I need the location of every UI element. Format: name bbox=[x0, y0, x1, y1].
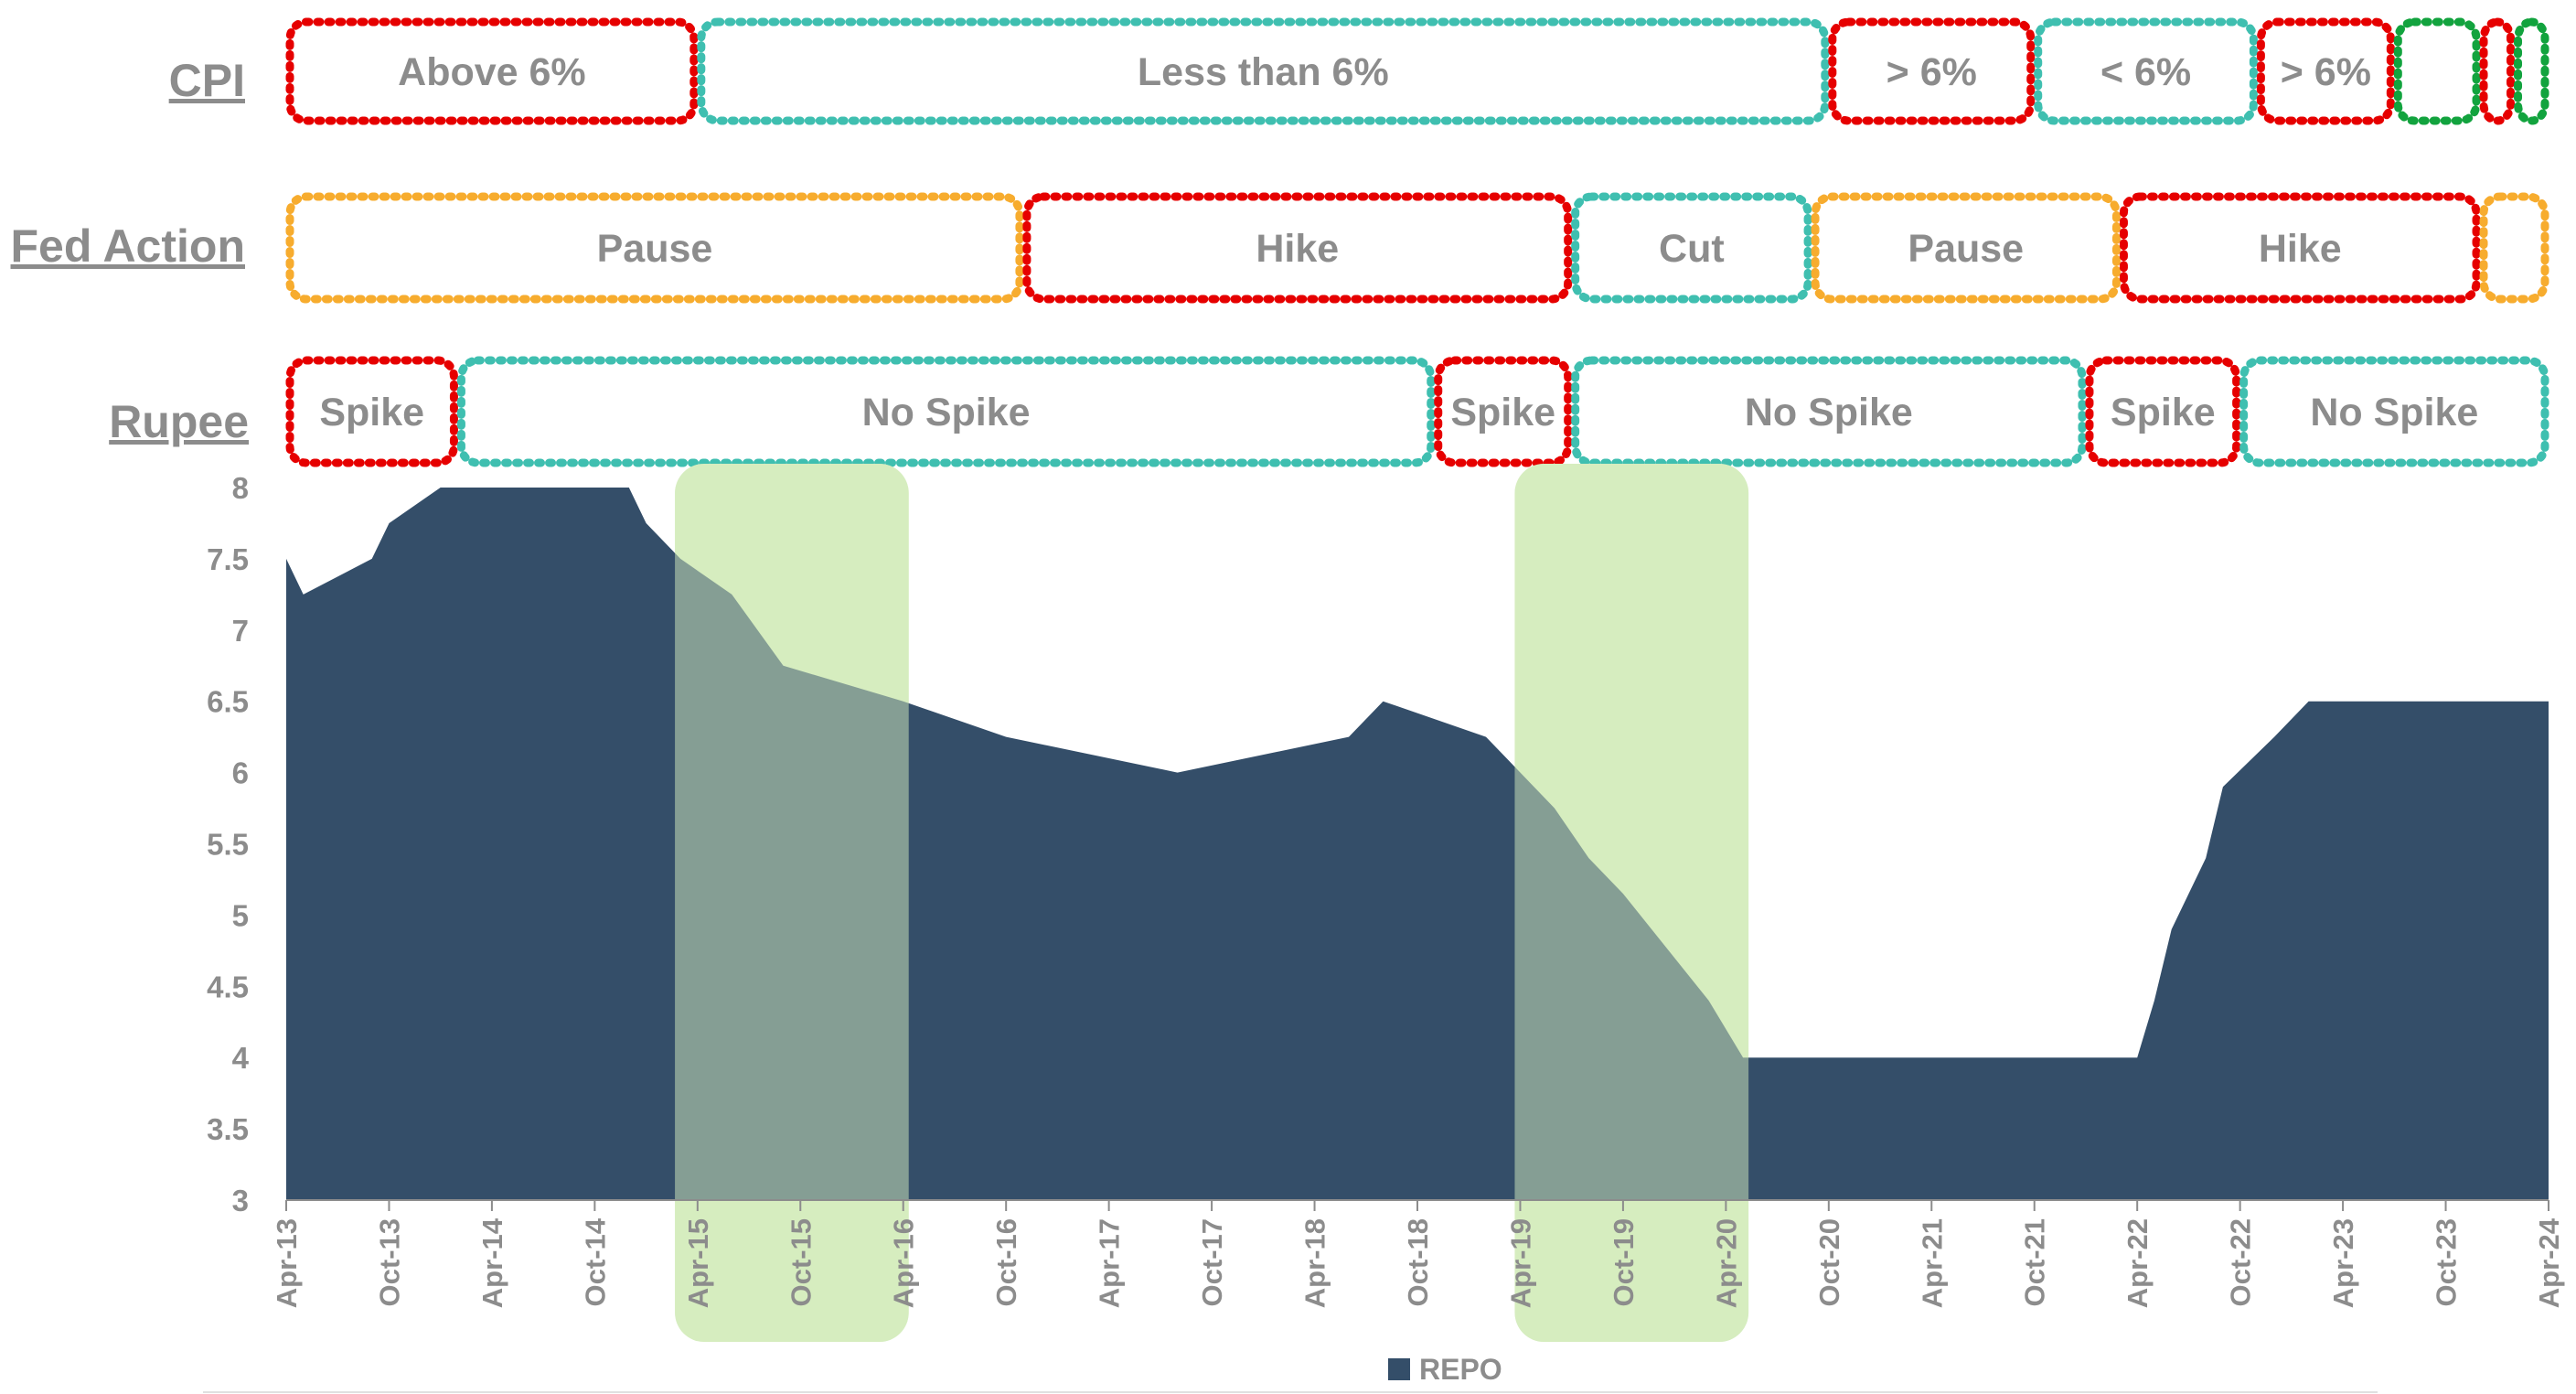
highlight-overlay bbox=[1514, 464, 1749, 1342]
segment-box bbox=[2119, 192, 2481, 304]
segment-label: < 6% bbox=[2100, 50, 2191, 94]
x-tick-label: Oct-23 bbox=[2431, 1218, 2463, 1306]
x-tick-label: Apr-15 bbox=[682, 1218, 714, 1308]
x-tick-label: Oct-22 bbox=[2225, 1218, 2257, 1306]
segment-label: Pause bbox=[597, 227, 713, 271]
row-label: Fed Action bbox=[11, 220, 245, 272]
segment-box bbox=[2479, 192, 2549, 304]
segment-box bbox=[2256, 17, 2395, 125]
x-tick-label: Apr-20 bbox=[1710, 1218, 1742, 1308]
y-tick-label: 5.5 bbox=[207, 828, 249, 862]
x-tick-label: Oct-17 bbox=[1196, 1218, 1228, 1306]
legend: REPO bbox=[1388, 1353, 1502, 1386]
highlight-overlay bbox=[675, 464, 909, 1342]
y-tick-label: 4.5 bbox=[207, 970, 249, 1003]
y-tick-label: 7 bbox=[232, 614, 249, 648]
legend-label: REPO bbox=[1419, 1353, 1502, 1386]
segment-box bbox=[456, 356, 1436, 467]
segment-label: Spike bbox=[2111, 391, 2216, 434]
segment-label: Above 6% bbox=[398, 50, 586, 94]
segment-box bbox=[2239, 356, 2549, 467]
x-tick-label: Apr-19 bbox=[1504, 1218, 1536, 1308]
segment-label: Spike bbox=[1450, 391, 1555, 434]
y-tick-label: 3.5 bbox=[207, 1112, 249, 1146]
segment-label: Pause bbox=[1908, 227, 2024, 271]
segment-label: Spike bbox=[319, 391, 424, 434]
repo-series bbox=[286, 488, 2549, 1200]
x-tick-label: Oct-19 bbox=[1608, 1218, 1640, 1306]
segment-box bbox=[2085, 356, 2241, 467]
x-tick-label: Apr-13 bbox=[271, 1218, 303, 1308]
segment-box bbox=[1571, 356, 2087, 467]
row-label: Rupee bbox=[109, 396, 249, 447]
x-tick-label: Apr-18 bbox=[1299, 1218, 1331, 1308]
segment-box bbox=[697, 17, 1830, 125]
segment-label: No Spike bbox=[1745, 391, 1913, 434]
segment-box bbox=[1811, 192, 2121, 304]
x-tick-label: Apr-23 bbox=[2327, 1218, 2359, 1308]
y-tick-label: 8 bbox=[232, 471, 249, 505]
segment-box bbox=[285, 192, 1024, 304]
y-tick-label: 7.5 bbox=[207, 542, 249, 576]
segment-label: Hike bbox=[1256, 227, 1339, 271]
segment-label: Hike bbox=[2259, 227, 2342, 271]
x-tick-label: Oct-14 bbox=[579, 1217, 611, 1306]
y-tick-label: 4 bbox=[232, 1041, 250, 1075]
y-axis: 8 7.5 7 6.5 6 5.5 5 4.5 4 3.5 3 bbox=[207, 471, 250, 1217]
segment-label: > 6% bbox=[2281, 50, 2371, 94]
segment-box bbox=[2479, 17, 2516, 125]
repo-area bbox=[286, 488, 2549, 1200]
x-tick-label: Apr-24 bbox=[2533, 1217, 2565, 1308]
x-tick-label: Oct-16 bbox=[990, 1218, 1022, 1306]
legend-swatch bbox=[1388, 1358, 1410, 1380]
segment-box bbox=[1434, 356, 1573, 467]
segment-label: No Spike bbox=[862, 391, 1031, 434]
x-tick-label: Oct-21 bbox=[2019, 1218, 2051, 1306]
y-tick-label: 5 bbox=[232, 898, 249, 932]
segment-box bbox=[2034, 17, 2258, 125]
indicator-rows: CPI Above 6% Less than 6% > 6% < 6% > 6% Fed A… bbox=[11, 17, 2549, 467]
x-tick-label: Apr-21 bbox=[1916, 1218, 1948, 1308]
segment-label: Cut bbox=[1659, 227, 1725, 271]
row-cpi: CPI Above 6% Less than 6% > 6% < 6% > 6% bbox=[169, 17, 2549, 125]
segment-box bbox=[1571, 192, 1812, 304]
segment-box bbox=[285, 356, 458, 467]
segment-label: > 6% bbox=[1887, 50, 1977, 94]
row-rupee: Rupee Spike No Spike Spike No Spike Spike No S… bbox=[109, 356, 2549, 467]
y-tick-label: 3 bbox=[232, 1184, 249, 1217]
segment-box bbox=[1022, 192, 1573, 304]
row-label: CPI bbox=[169, 55, 245, 106]
segment-box bbox=[2514, 17, 2549, 125]
row-fed-action: Fed Action Pause Hike Cut Pause Hike bbox=[11, 192, 2549, 304]
y-tick-label: 6 bbox=[232, 756, 249, 790]
x-tick-label: Apr-14 bbox=[476, 1217, 508, 1308]
x-tick-label: Apr-17 bbox=[1094, 1218, 1126, 1308]
segment-label: Less than 6% bbox=[1138, 50, 1389, 94]
segment-label: No Spike bbox=[2310, 391, 2478, 434]
x-axis: Apr-13 Oct-13 Apr-14 Oct-14 Apr-15 Oct-15 Apr-… bbox=[271, 1199, 2565, 1308]
y-tick-label: 6.5 bbox=[207, 685, 249, 719]
segment-box bbox=[1828, 17, 2036, 125]
x-tick-label: Oct-20 bbox=[1813, 1218, 1845, 1306]
x-tick-label: Oct-18 bbox=[1402, 1218, 1434, 1306]
highlight-overlays bbox=[675, 464, 1749, 1342]
segment-box bbox=[2393, 17, 2481, 125]
x-tick-label: Oct-15 bbox=[785, 1218, 817, 1306]
x-tick-label: Apr-22 bbox=[2122, 1218, 2154, 1308]
x-tick-label: Apr-16 bbox=[888, 1218, 920, 1308]
segment-box bbox=[285, 17, 699, 125]
x-tick-label: Oct-13 bbox=[373, 1218, 405, 1306]
